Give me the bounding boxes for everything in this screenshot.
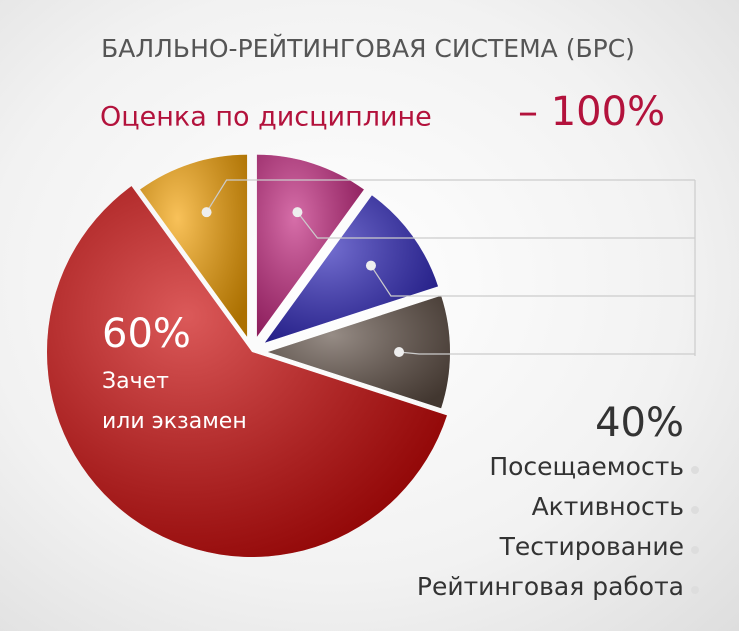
leader-line xyxy=(206,179,695,213)
leader-line xyxy=(296,211,695,239)
chart-title: БАЛЛЬНО-РЕЙТИНГОВАЯ СИСТЕМА (БРС) xyxy=(101,34,635,63)
slice-shade xyxy=(140,154,248,337)
total-label: – 100% xyxy=(518,89,665,135)
category-label: Зачет или экзамен xyxy=(102,369,247,434)
legend-dot xyxy=(691,466,699,474)
legend-label: Тестирование xyxy=(499,532,684,561)
group-total-label: 40% xyxy=(595,400,684,446)
leader-line xyxy=(370,265,695,297)
slice-shade xyxy=(46,186,447,557)
legend-label: Рейтинговая работа xyxy=(417,572,684,601)
slice-shade xyxy=(256,154,364,337)
leader-dot xyxy=(394,347,405,357)
value-label: 60% xyxy=(102,311,191,357)
legend-label: Активность xyxy=(532,492,684,521)
chart-subtitle: Оценка по дисциплине xyxy=(100,102,432,133)
leader-dot xyxy=(201,207,212,218)
leader-line xyxy=(398,351,695,355)
legend-dot xyxy=(691,506,699,514)
slice-shade xyxy=(268,295,450,409)
legend-label: Посещаемость xyxy=(489,452,684,481)
leader-dot xyxy=(292,207,303,218)
leader-dot xyxy=(365,260,376,271)
legend-dot xyxy=(691,546,699,554)
slice-shade xyxy=(264,195,439,343)
legend-dot xyxy=(691,586,699,594)
